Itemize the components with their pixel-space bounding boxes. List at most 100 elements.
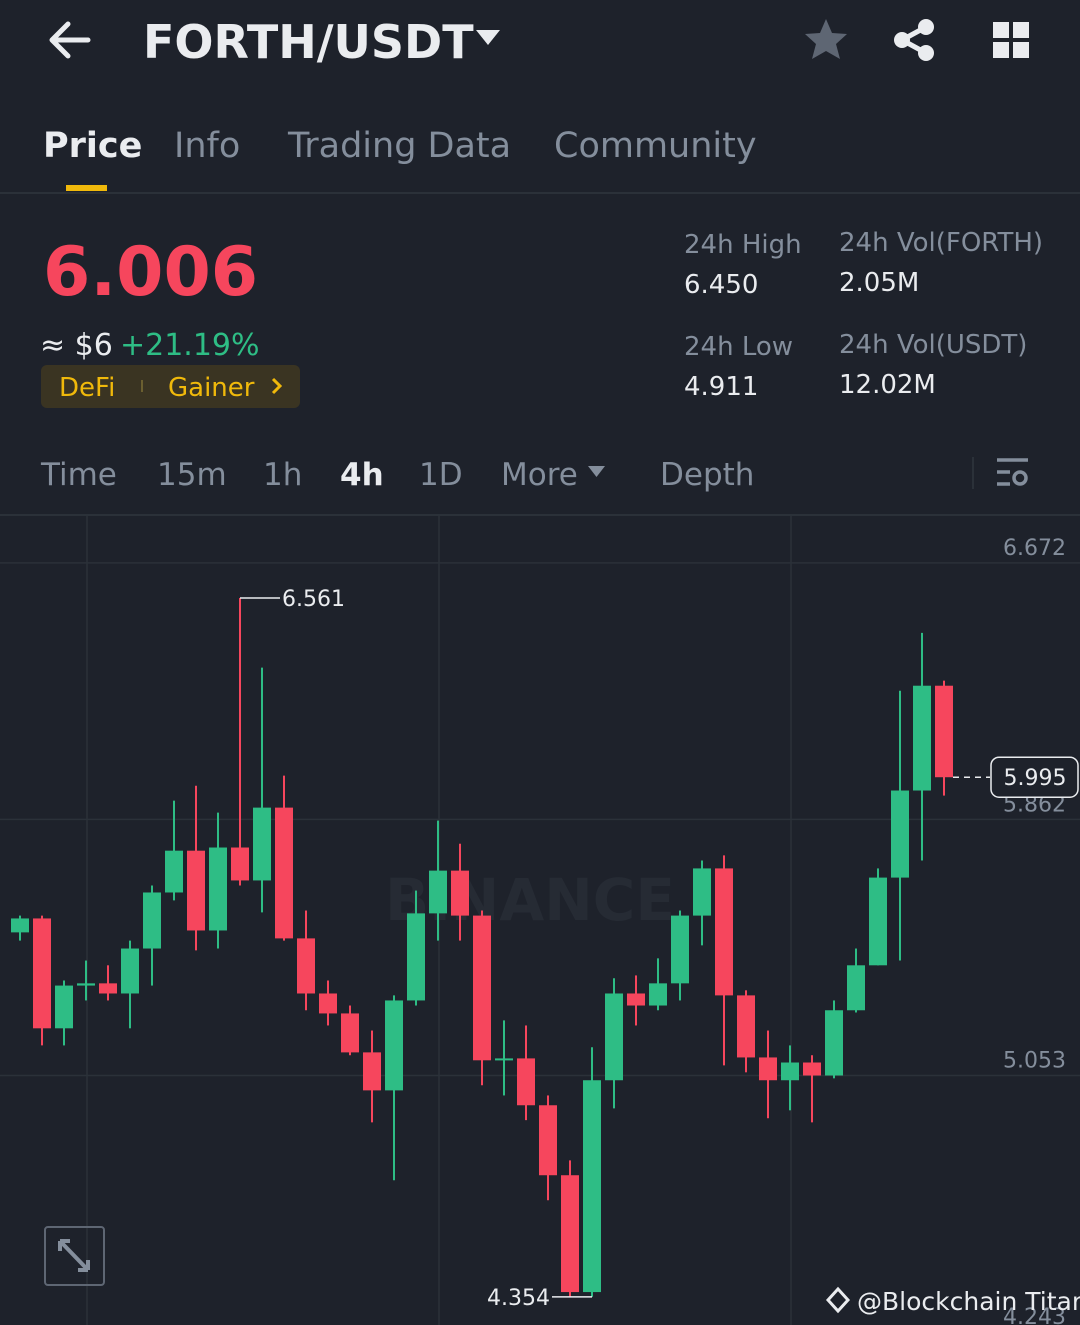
candle-body (99, 983, 117, 994)
interval[interactable]: Time (40, 457, 117, 493)
candle-body (363, 1052, 381, 1091)
candle-body (209, 847, 227, 931)
interval-separator (972, 457, 974, 489)
interval[interactable]: Depth (660, 457, 754, 493)
y-tick-label: 4.243 (1003, 1305, 1066, 1325)
candle-body (11, 918, 29, 933)
candle-body (275, 807, 293, 939)
candle-body (891, 790, 909, 878)
candle-body (803, 1062, 821, 1076)
back-button[interactable] (49, 21, 91, 59)
stat-value: 2.05M (839, 268, 919, 298)
grid-menu[interactable] (993, 22, 1029, 58)
expand-box (44, 1226, 105, 1286)
tab[interactable]: Info (174, 126, 240, 166)
candle-body (517, 1058, 535, 1106)
expand-button[interactable] (44, 1226, 105, 1286)
more-dropdown[interactable] (588, 466, 605, 477)
share-dot (918, 19, 934, 35)
stat-label: 24h Vol(USDT) (839, 330, 1027, 360)
grid-cell (1013, 42, 1029, 58)
stat-label: 24h Vol(FORTH) (839, 228, 1043, 258)
candle-body (319, 993, 337, 1014)
stat-value: 4.911 (684, 372, 758, 402)
y-tick-label: 5.053 (1003, 1048, 1066, 1073)
high-label: 6.561 (282, 587, 345, 612)
interval[interactable]: 1D (419, 457, 463, 493)
candle-body (165, 850, 183, 893)
tab[interactable]: Community (554, 126, 757, 166)
tag[interactable]: Gainer (168, 373, 255, 403)
candle-body (561, 1175, 579, 1293)
last-price: 6.006 (43, 233, 258, 312)
candle-body (187, 850, 205, 931)
back-arrow (49, 21, 91, 59)
tab[interactable]: Price (43, 126, 142, 166)
stat-value: 12.02M (839, 370, 936, 400)
candle-body (253, 807, 271, 881)
tag-separator (141, 380, 143, 392)
candle-body (429, 870, 447, 914)
candle-body (341, 1013, 359, 1053)
candle-body (33, 918, 51, 1029)
chart-settings[interactable] (997, 458, 1028, 486)
candle-body (385, 1000, 403, 1091)
candle-body (781, 1062, 799, 1081)
interval[interactable]: 15m (157, 457, 227, 493)
candle-body (693, 868, 711, 916)
tag-box[interactable] (41, 365, 300, 408)
candle-body (539, 1105, 557, 1176)
candle-body (231, 847, 249, 881)
tag[interactable]: DeFi (59, 373, 115, 403)
candle-body (473, 915, 491, 1061)
interval[interactable]: More (501, 457, 578, 493)
pair-title[interactable]: FORTH/USDT (143, 15, 474, 69)
low-label: 4.354 (487, 1286, 550, 1311)
tab-indicator (66, 185, 107, 191)
credit-icon (825, 1286, 851, 1314)
interval[interactable]: 1h (263, 457, 302, 493)
candle-body (913, 685, 931, 791)
watermark: BINANCE (385, 866, 675, 934)
price-change: +21.19% (120, 328, 260, 363)
candle-body (121, 948, 139, 994)
candle-body (297, 938, 315, 994)
candle-body (935, 685, 953, 778)
y-tick-label: 6.672 (1003, 536, 1066, 561)
divider (0, 192, 1080, 194)
candle-body (605, 993, 623, 1081)
tab[interactable]: Trading Data (287, 126, 511, 166)
candle-body (737, 995, 755, 1058)
share-button[interactable] (894, 19, 934, 61)
candle-body (649, 983, 667, 1006)
grid-cell (993, 22, 1009, 38)
candle-body (495, 1058, 513, 1061)
expand-icon (58, 1239, 90, 1272)
candle-body (869, 877, 887, 966)
divider (0, 514, 1080, 516)
interval[interactable]: 4h (340, 457, 384, 493)
fiat-price: ≈ $6 (40, 328, 113, 363)
candle-body (77, 983, 95, 986)
last-price-tag (990, 756, 1079, 798)
candle-body (627, 993, 645, 1006)
favorite-star[interactable] (805, 19, 847, 59)
candle-body (847, 965, 865, 1011)
tag-chevron (271, 377, 283, 395)
candle-body (671, 915, 689, 984)
candle-body (583, 1080, 601, 1293)
grid-cell (1013, 22, 1029, 38)
stat-label: 24h High (684, 230, 802, 260)
pair-dropdown[interactable] (476, 30, 500, 45)
candle-body (55, 985, 73, 1029)
candle-body (143, 892, 161, 949)
candle-body (407, 913, 425, 1001)
stat-value: 6.450 (684, 270, 758, 300)
candle-body (715, 868, 733, 996)
last-price-label: 5.995 (1004, 766, 1067, 791)
share-dot (918, 45, 934, 61)
credit: @Blockchain Titan (857, 1287, 1080, 1316)
